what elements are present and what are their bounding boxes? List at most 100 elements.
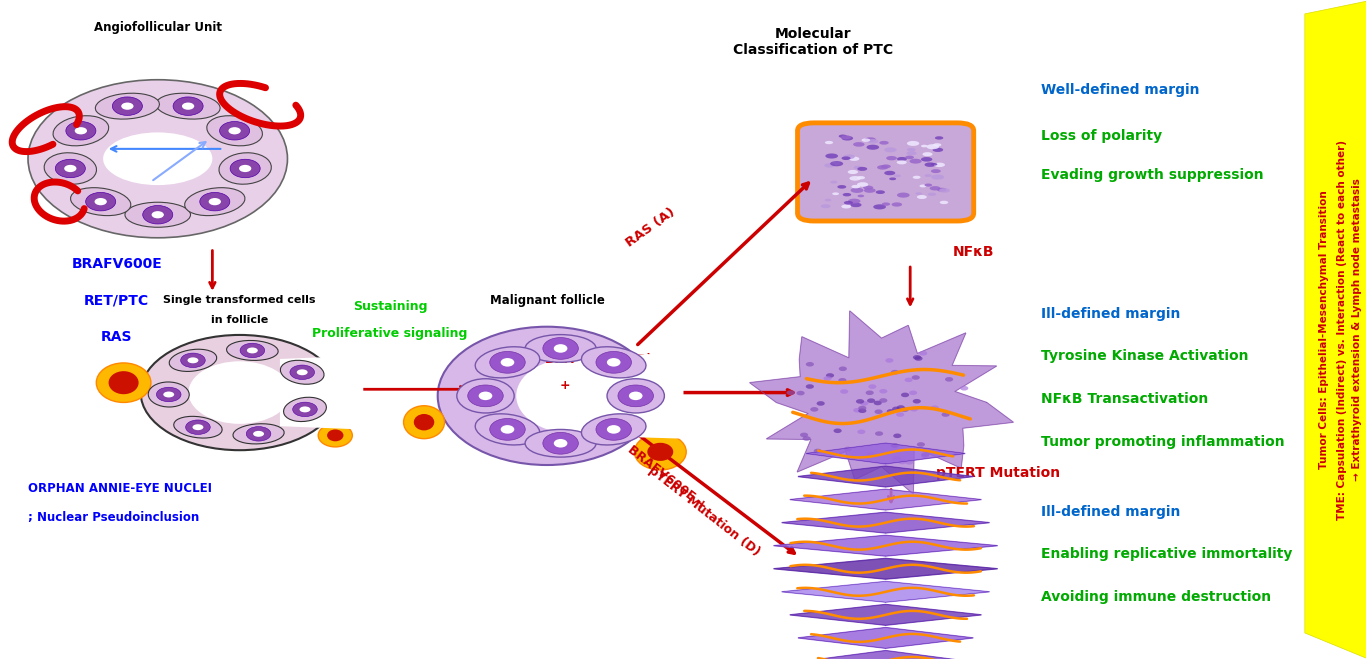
Ellipse shape [838, 378, 846, 383]
Ellipse shape [124, 202, 190, 227]
Ellipse shape [867, 139, 879, 144]
Ellipse shape [241, 343, 265, 358]
Text: Ill-defined margin: Ill-defined margin [1042, 506, 1181, 519]
Polygon shape [774, 535, 998, 556]
Ellipse shape [581, 414, 647, 445]
Ellipse shape [797, 391, 805, 395]
Ellipse shape [934, 162, 945, 167]
Ellipse shape [163, 391, 174, 397]
Ellipse shape [800, 432, 808, 437]
Text: → Extrathyroid extension & Lymph node metastasis: → Extrathyroid extension & Lymph node me… [1352, 179, 1362, 481]
Ellipse shape [228, 127, 241, 135]
Ellipse shape [887, 409, 895, 414]
Ellipse shape [489, 352, 525, 373]
Ellipse shape [934, 143, 942, 147]
Ellipse shape [909, 391, 917, 395]
Polygon shape [782, 581, 990, 602]
Text: Proliferative signaling: Proliferative signaling [312, 327, 468, 340]
Ellipse shape [629, 391, 642, 400]
Ellipse shape [850, 203, 861, 207]
Ellipse shape [478, 391, 492, 400]
Ellipse shape [924, 183, 932, 187]
Ellipse shape [857, 167, 867, 171]
Ellipse shape [182, 102, 194, 110]
Ellipse shape [476, 414, 540, 445]
Ellipse shape [824, 141, 833, 144]
Ellipse shape [64, 165, 77, 172]
Text: BRAFV600E (B): BRAFV600E (B) [545, 353, 652, 366]
Ellipse shape [895, 412, 904, 417]
Ellipse shape [824, 199, 831, 201]
Ellipse shape [850, 187, 864, 193]
Ellipse shape [930, 186, 940, 191]
Ellipse shape [916, 192, 921, 195]
Ellipse shape [141, 335, 339, 450]
Ellipse shape [581, 346, 647, 378]
Ellipse shape [913, 355, 921, 360]
Ellipse shape [858, 409, 867, 413]
Ellipse shape [891, 203, 902, 207]
Ellipse shape [876, 190, 884, 194]
Ellipse shape [875, 431, 883, 436]
Text: Angiofollicular Unit: Angiofollicular Unit [94, 20, 221, 34]
Ellipse shape [156, 93, 220, 119]
Ellipse shape [886, 156, 897, 160]
Ellipse shape [180, 353, 205, 368]
Ellipse shape [853, 408, 861, 412]
Ellipse shape [843, 154, 854, 159]
Text: Ill-defined margin: Ill-defined margin [1042, 306, 1181, 321]
Ellipse shape [882, 164, 891, 168]
Ellipse shape [864, 188, 876, 193]
Ellipse shape [857, 182, 868, 187]
FancyBboxPatch shape [797, 123, 973, 221]
Ellipse shape [906, 151, 917, 155]
Text: ORPHAN ANNIE-EYE NUCLEI: ORPHAN ANNIE-EYE NUCLEI [27, 482, 212, 494]
Ellipse shape [816, 401, 824, 406]
Ellipse shape [219, 152, 271, 184]
Ellipse shape [838, 185, 846, 189]
Ellipse shape [414, 414, 435, 430]
Ellipse shape [174, 97, 204, 116]
Text: NFκB Transactivation: NFκB Transactivation [1042, 392, 1208, 406]
Ellipse shape [543, 432, 578, 454]
Ellipse shape [189, 361, 291, 424]
Ellipse shape [802, 436, 811, 441]
Ellipse shape [843, 201, 853, 205]
Ellipse shape [230, 159, 260, 178]
Ellipse shape [931, 169, 940, 173]
Ellipse shape [607, 425, 621, 434]
Ellipse shape [206, 115, 262, 146]
Ellipse shape [856, 399, 864, 404]
Ellipse shape [403, 406, 444, 439]
Ellipse shape [921, 453, 930, 458]
Ellipse shape [960, 386, 968, 391]
Ellipse shape [596, 352, 632, 373]
Ellipse shape [319, 424, 353, 447]
Ellipse shape [898, 460, 906, 464]
Text: BRAFV600E: BRAFV600E [71, 257, 163, 271]
Ellipse shape [648, 443, 674, 461]
Ellipse shape [468, 385, 503, 407]
Ellipse shape [893, 456, 901, 461]
Ellipse shape [227, 341, 278, 360]
Polygon shape [1305, 1, 1367, 659]
Ellipse shape [831, 162, 841, 165]
Ellipse shape [280, 360, 324, 384]
Ellipse shape [283, 397, 327, 422]
Ellipse shape [839, 366, 848, 371]
Ellipse shape [853, 142, 864, 147]
Ellipse shape [848, 199, 860, 204]
Ellipse shape [842, 156, 850, 160]
Ellipse shape [875, 409, 883, 414]
Ellipse shape [66, 121, 96, 140]
Ellipse shape [915, 356, 923, 361]
Ellipse shape [554, 439, 567, 447]
Polygon shape [807, 443, 965, 464]
Ellipse shape [909, 159, 921, 164]
Ellipse shape [525, 335, 596, 362]
Ellipse shape [476, 346, 540, 378]
Ellipse shape [122, 102, 134, 110]
Ellipse shape [932, 148, 943, 152]
Text: Loss of polarity: Loss of polarity [1042, 129, 1162, 143]
Ellipse shape [193, 424, 204, 430]
